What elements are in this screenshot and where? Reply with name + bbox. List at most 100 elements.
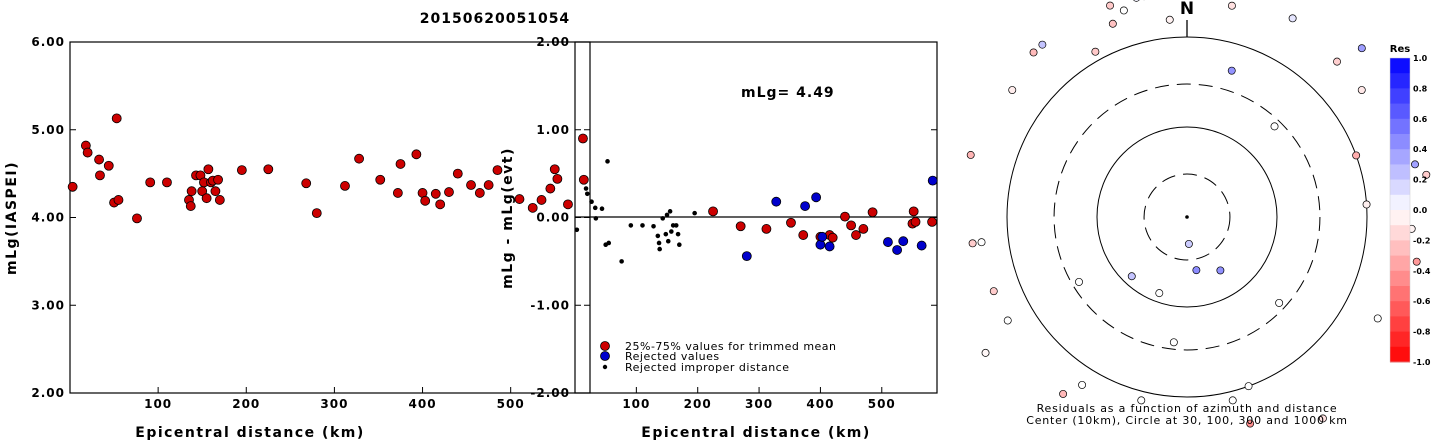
data-point-rejected (892, 245, 903, 255)
colorbar-tick-label: 0.6 (1413, 115, 1428, 124)
x-tick-label: 300 (745, 397, 773, 411)
data-point (578, 174, 589, 185)
x-tick-label: 300 (320, 397, 348, 411)
residual-colorbar: 1.0 0.8 0.6 0.4 0.2 0.0 -0.2 -0.4 -0.6 -0.8 -1.0 (1389, 54, 1431, 367)
colorbar-tick-label: -0.8 (1413, 328, 1431, 337)
y-tick-label: 4.00 (31, 211, 65, 225)
data-point (67, 181, 78, 192)
colorbar-tick-label: 0.4 (1413, 145, 1428, 154)
station-residual-point (1106, 1, 1114, 10)
station-residual-point (1155, 289, 1164, 298)
data-point (375, 174, 386, 185)
legend-marker-improper-distance (602, 364, 608, 370)
data-point (927, 216, 937, 227)
x-tick-label: 100 (622, 397, 650, 411)
residual-x-axis-label: Epicentral distance (km) (641, 425, 870, 441)
station-residual-point (968, 239, 977, 248)
station-residual-point (1169, 338, 1178, 347)
magnitude-y-axis-label: mLg(IASPEI) (4, 161, 20, 275)
data-point-improper-distance (640, 223, 645, 228)
data-point (420, 195, 431, 206)
data-point-improper-distance (657, 246, 662, 252)
station-residual-point (1029, 48, 1038, 57)
data-point (236, 165, 247, 176)
station-residual-point (1288, 14, 1297, 23)
data-point (301, 178, 312, 189)
residual-scatter-panel: 100 200 300 400 500 -2.00 -1.00 0.00 1.00 2.00 mL… (500, 35, 938, 441)
colorbar-segment (1390, 179, 1410, 196)
y-tick-label: 6.00 (31, 35, 65, 49)
colorbar-segment (1390, 270, 1410, 287)
colorbar-segment (1390, 73, 1410, 89)
magnitude-x-axis-label: Epicentral distance (km) (135, 425, 364, 441)
data-point-improper-distance (651, 223, 656, 229)
data-point (761, 224, 772, 234)
data-point (145, 177, 156, 188)
data-point (858, 224, 869, 234)
data-point-rejected (817, 231, 828, 242)
station-residual-point (1362, 200, 1371, 209)
colorbar-segment (1390, 255, 1410, 272)
data-point-improper-distance (660, 216, 666, 221)
data-point (395, 159, 406, 169)
data-point-rejected (741, 251, 752, 262)
colorbar-segment (1390, 225, 1410, 241)
data-point-rejected (824, 241, 835, 252)
colorbar-segment (1390, 210, 1410, 226)
data-point (786, 217, 796, 228)
data-point-rejected (927, 175, 938, 186)
station-residual-point (1246, 419, 1255, 428)
colorbar-title: Res (1390, 44, 1410, 55)
azimuth-residual-panel: N Residuals as a function of azimuth and… (966, 0, 1431, 428)
colorbar-segment (1390, 240, 1410, 257)
x-tick-label: 200 (684, 397, 712, 411)
colorbar-segment (1390, 301, 1410, 317)
data-point-improper-distance (665, 238, 671, 244)
data-point (186, 186, 197, 197)
colorbar-tick-label: -0.4 (1413, 267, 1431, 276)
colorbar-tick-label: -0.6 (1413, 297, 1431, 306)
distance-ring-1000km (1006, 36, 1368, 398)
legend-marker-rejected (600, 351, 610, 361)
station-residual-point (981, 348, 990, 357)
data-point-improper-distance (655, 233, 661, 239)
data-point (474, 188, 485, 198)
colorbar-segment (1390, 103, 1410, 120)
station-residual-point (1244, 382, 1253, 391)
colorbar-segment (1390, 346, 1410, 363)
station-residual-point (1357, 44, 1366, 53)
station-residual-point (977, 238, 986, 247)
data-point-improper-distance (669, 229, 674, 234)
y-tick-label: -2.00 (530, 386, 570, 400)
station-residual-point (1038, 40, 1047, 49)
data-point (311, 208, 322, 219)
station-residual-point (1003, 316, 1012, 325)
station-residual-point (1275, 298, 1284, 307)
data-point (840, 211, 850, 222)
data-point (563, 199, 573, 210)
polar-caption-line-2: Center (10km), Circle at 30, 100, 300 an… (1026, 414, 1348, 427)
data-point (95, 170, 105, 181)
data-point-improper-distance (599, 206, 605, 212)
data-point (111, 113, 122, 124)
data-point (827, 232, 838, 243)
data-point-rejected (815, 239, 826, 250)
data-point (162, 177, 172, 188)
data-point (411, 149, 422, 160)
station-residual-point (1059, 389, 1068, 398)
station-residual-point (1227, 1, 1236, 10)
y-tick-label: 2.00 (536, 35, 570, 49)
data-point-rejected (771, 196, 782, 207)
north-label: N (1180, 0, 1194, 19)
data-point (545, 183, 556, 194)
data-point (430, 188, 441, 199)
data-point-improper-distance (593, 216, 599, 221)
data-point (466, 180, 476, 190)
station-residual-point (1227, 66, 1236, 75)
data-point (708, 206, 718, 217)
station-residual-point (1357, 86, 1366, 94)
data-point (549, 164, 560, 175)
data-point-rejected (883, 237, 893, 247)
data-point (113, 195, 124, 205)
data-point (444, 187, 454, 197)
